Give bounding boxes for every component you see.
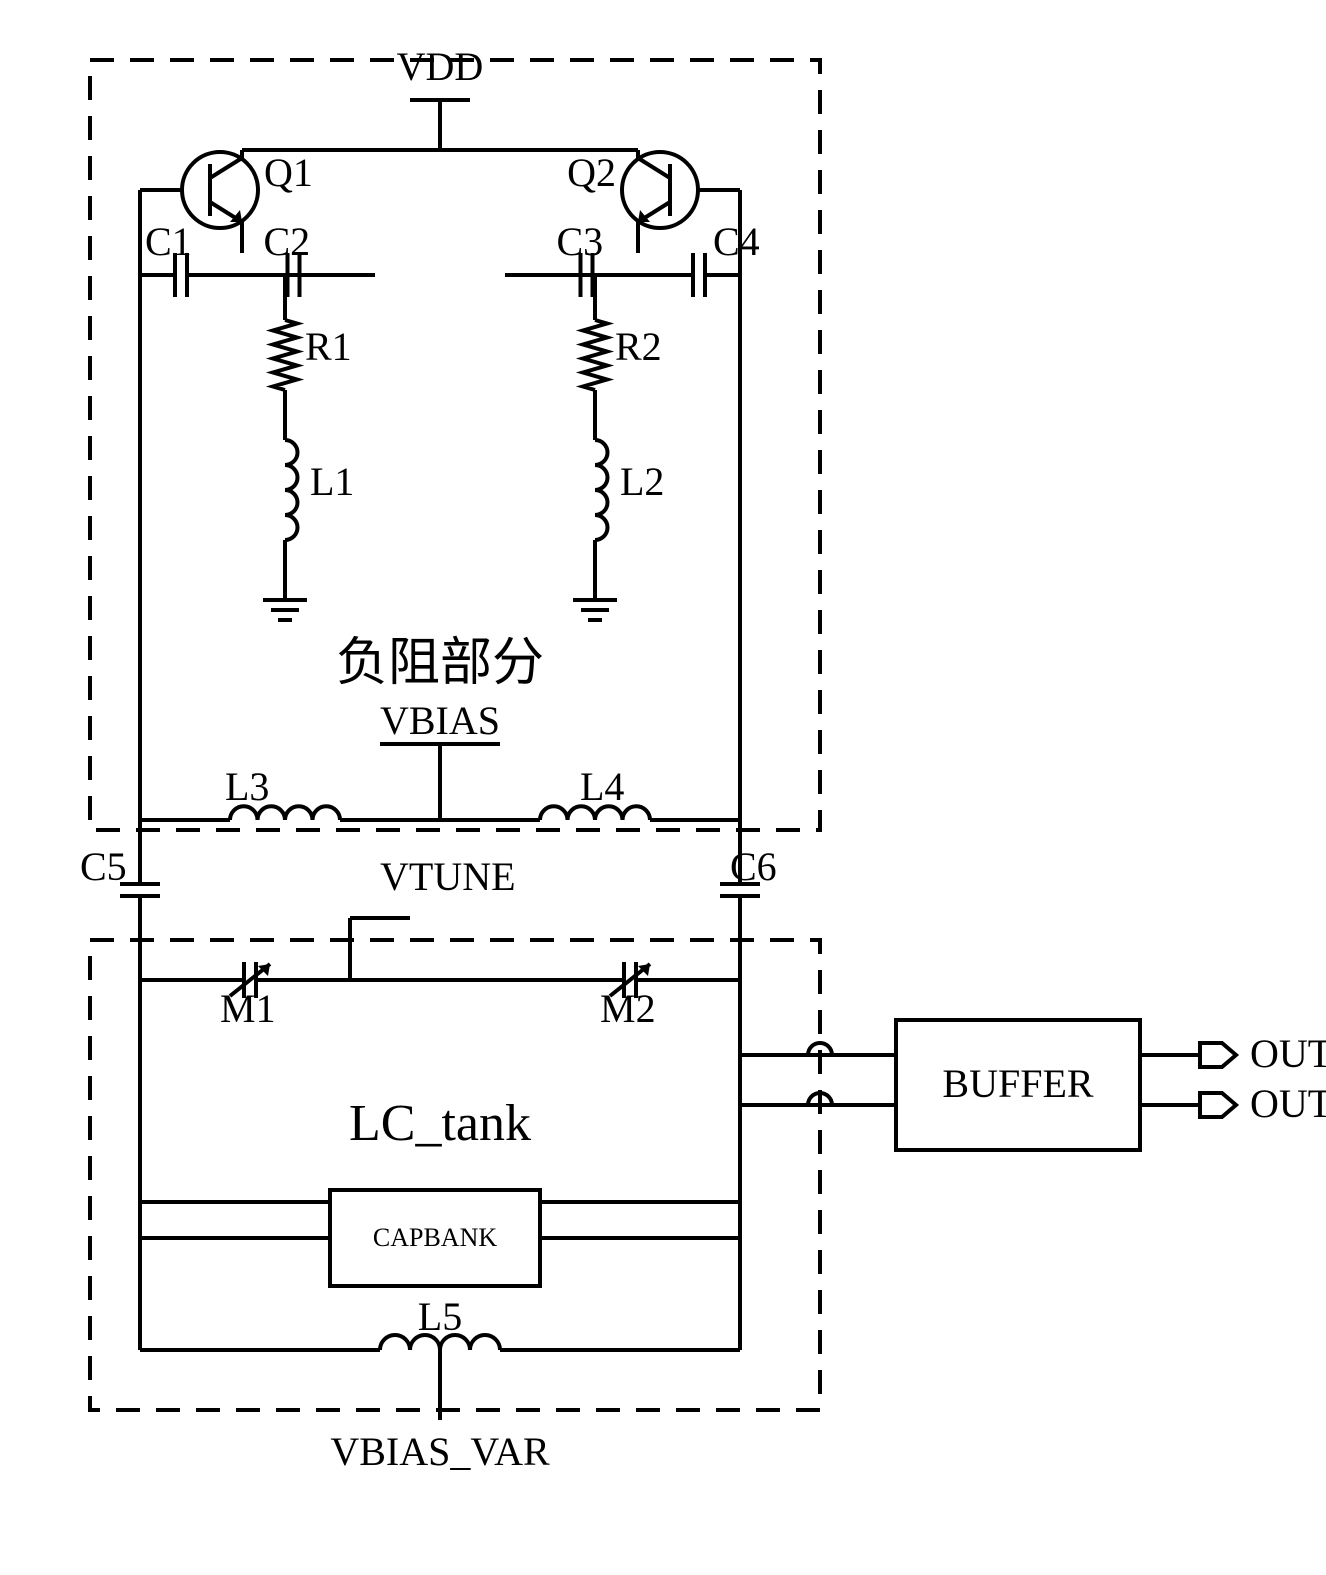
q2-label: Q2 [567,150,616,195]
l2-label: L2 [620,459,664,504]
l1-label: L1 [310,459,354,504]
neg-res-label: 负阻部分 [336,635,544,692]
vbias-label: VBIAS [380,698,500,743]
q1-label: Q1 [264,150,313,195]
buffer-label: BUFFER [942,1061,1093,1106]
vbias-var-label: VBIAS_VAR [330,1429,550,1474]
c4-label: C4 [713,219,760,264]
capbank-label: CAPBANK [373,1223,497,1252]
m2-label: M2 [600,986,656,1031]
vtune-label: VTUNE [380,854,516,899]
l4-label: L4 [580,764,624,809]
c3-label: C3 [557,219,604,264]
l5-label: L5 [418,1294,462,1339]
outp-label: OUTP [1250,1031,1326,1076]
lc-tank-label: LC_tank [349,1095,531,1152]
c1-label: C1 [145,219,192,264]
outn-label: OUTN [1250,1081,1326,1126]
l3-label: L3 [225,764,269,809]
r1-label: R1 [305,324,352,369]
c2-label: C2 [264,219,311,264]
r2-label: R2 [615,324,662,369]
vdd-label: VDD [397,44,484,89]
c5-label: C5 [80,844,127,889]
m1-label: M1 [220,986,276,1031]
